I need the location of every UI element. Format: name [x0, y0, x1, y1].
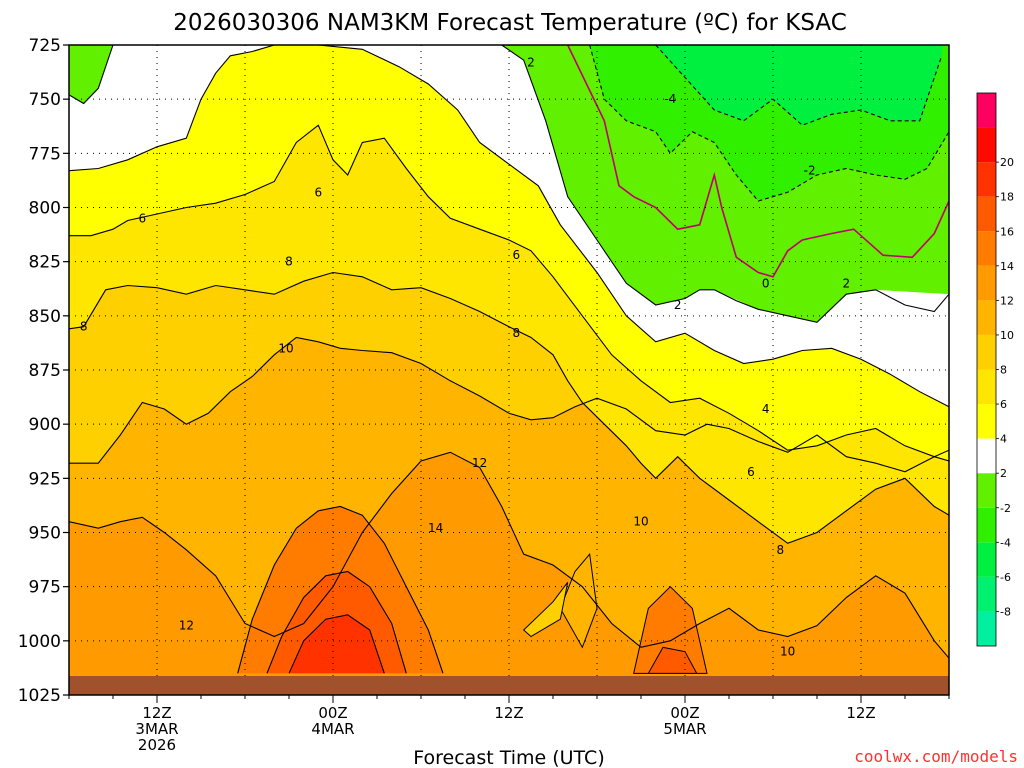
colorbar-tick-label: -6 — [1000, 571, 1011, 584]
colorbar-tick-label: -8 — [1000, 605, 1011, 618]
x-tick-label: 00Z — [318, 704, 347, 722]
colorbar-tick-label: -4 — [1000, 536, 1011, 549]
x-tick-label: 5MAR — [663, 720, 706, 738]
contour-label: 10 — [780, 645, 795, 659]
x-tick-label: 12Z — [846, 704, 875, 722]
ground-surface — [69, 676, 949, 695]
colorbar-tick-label: 8 — [1000, 364, 1007, 377]
isotherm-18c — [288, 614, 385, 674]
fill-pocket-10-12 — [559, 552, 598, 649]
chart-title: 2026030306 NAM3KM Forecast Temperature (… — [173, 10, 847, 36]
colorbar-swatch — [977, 438, 996, 474]
colorbar-swatch — [977, 473, 996, 508]
contour-label: 6 — [747, 465, 755, 479]
colorbar-tick-label: 18 — [1000, 191, 1014, 204]
colorbar-swatch — [977, 196, 996, 232]
y-axis: 725 750 775 800 825 850 875 900 925 950 975 1000 102… — [18, 36, 69, 706]
y-tick-label: 800 — [29, 199, 61, 219]
y-tick-label: 925 — [29, 469, 61, 489]
fill-above-18c — [289, 614, 385, 674]
contour-label: 8 — [513, 326, 521, 340]
colorbar-swatch — [977, 334, 996, 370]
colorbar-tick-label: 20 — [1000, 156, 1014, 169]
contour-label: -2 — [804, 164, 816, 178]
isotherm-10c — [69, 336, 949, 473]
contour-label: 2 — [674, 298, 682, 312]
plot-area: 2 -4 -2 0 2 2 6 6 6 8 8 8 4 10 6 12 14 10 8 12 10 — [68, 44, 950, 696]
y-tick-label: 775 — [29, 144, 61, 164]
contour-label: 6 — [315, 185, 323, 199]
isotherm-16c — [266, 570, 407, 674]
x-tick-label: 12Z — [142, 704, 171, 722]
colorbar-swatch — [977, 300, 996, 335]
colorbar-swatch — [977, 507, 996, 543]
contour-label: 2 — [843, 276, 851, 290]
isotherm-minus4c — [655, 45, 943, 126]
isotherm-0c — [566, 45, 949, 278]
x-tick-label: 4MAR — [311, 720, 354, 738]
contour-labels: 2 -4 -2 0 2 2 6 6 6 8 8 8 4 10 6 12 14 10 8 12 10 — [80, 55, 851, 659]
contour-label: 6 — [139, 211, 147, 225]
x-tick-label: 3MAR — [135, 720, 178, 738]
contour-label: 0 — [762, 276, 770, 290]
gridlines — [69, 45, 949, 695]
colorbar: -8 -6 -4 -2 2 4 6 8 10 12 14 16 18 20 — [976, 92, 1014, 647]
contour-label: 12 — [179, 619, 194, 633]
fill-pocket-8-10 — [522, 582, 569, 638]
y-tick-label: 1000 — [18, 632, 61, 652]
contour-label: 2 — [527, 55, 535, 69]
x-axis-label: Forecast Time (UTC) — [413, 747, 604, 768]
x-tick-label: 2026 — [138, 736, 176, 754]
y-tick-label: 725 — [29, 36, 61, 56]
fill-above-minus4c — [655, 45, 942, 126]
y-tick-label: 875 — [29, 361, 61, 381]
isotherm-14c — [237, 505, 444, 674]
y-tick-label: 825 — [29, 253, 61, 273]
contour-label: 8 — [777, 543, 785, 557]
colorbar-swatch — [977, 611, 996, 646]
colorbar-swatch — [977, 231, 996, 266]
isotherm-12c — [69, 451, 949, 659]
y-tick-label: 850 — [29, 307, 61, 327]
colorbar-tick-label: 12 — [1000, 294, 1014, 307]
contour-label: 8 — [80, 320, 88, 334]
y-tick-label: 975 — [29, 578, 61, 598]
contour-label: 8 — [285, 255, 293, 269]
y-tick-label: 900 — [29, 415, 61, 435]
y-tick-label: 950 — [29, 524, 61, 544]
isotherm-2c — [69, 45, 949, 323]
contour-label: 14 — [428, 521, 443, 535]
y-tick-label: 1025 — [18, 686, 61, 706]
contour-label: 6 — [513, 248, 521, 262]
contour-lines — [69, 45, 949, 674]
contour-label: -4 — [664, 92, 676, 106]
contour-label: 10 — [278, 341, 293, 355]
colorbar-swatch — [977, 93, 996, 128]
colorbar-tick-label: 4 — [1000, 433, 1007, 446]
contour-label: 10 — [633, 515, 648, 529]
colorbar-swatch — [977, 576, 996, 612]
isotherm-4c — [69, 45, 949, 408]
x-tick-label: 00Z — [670, 704, 699, 722]
credit-text: coolwx.com/models — [854, 747, 1018, 766]
colorbar-swatch — [977, 542, 996, 577]
colorbar-swatch — [977, 127, 996, 163]
colorbar-tick-label: 16 — [1000, 225, 1014, 238]
x-tick-label: 12Z — [494, 704, 523, 722]
colorbar-tick-label: -2 — [1000, 502, 1011, 515]
y-tick-label: 750 — [29, 90, 61, 110]
colorbar-tick-label: 2 — [1000, 467, 1007, 480]
colorbar-swatch — [977, 265, 996, 301]
isotherm-8c — [69, 271, 949, 544]
colorbar-tick-label: 6 — [1000, 398, 1007, 411]
colorbar-swatch — [977, 369, 996, 405]
colorbar-swatch — [977, 404, 996, 439]
contour-label: 12 — [472, 456, 487, 470]
colorbar-tick-label: 14 — [1000, 260, 1014, 273]
contour-label: 4 — [762, 402, 770, 416]
colorbar-tick-label: 10 — [1000, 329, 1014, 342]
colorbar-swatch — [977, 162, 996, 197]
